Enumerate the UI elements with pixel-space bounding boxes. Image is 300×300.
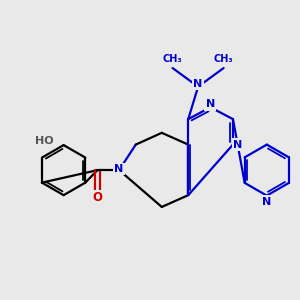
Text: N: N (233, 140, 242, 150)
Text: CH₃: CH₃ (214, 54, 233, 64)
Text: O: O (92, 191, 103, 204)
Text: HO: HO (35, 136, 54, 146)
Text: N: N (206, 99, 215, 110)
Text: N: N (262, 196, 272, 206)
Text: N: N (194, 79, 203, 89)
Text: N: N (115, 164, 124, 174)
Text: CH₃: CH₃ (163, 54, 182, 64)
